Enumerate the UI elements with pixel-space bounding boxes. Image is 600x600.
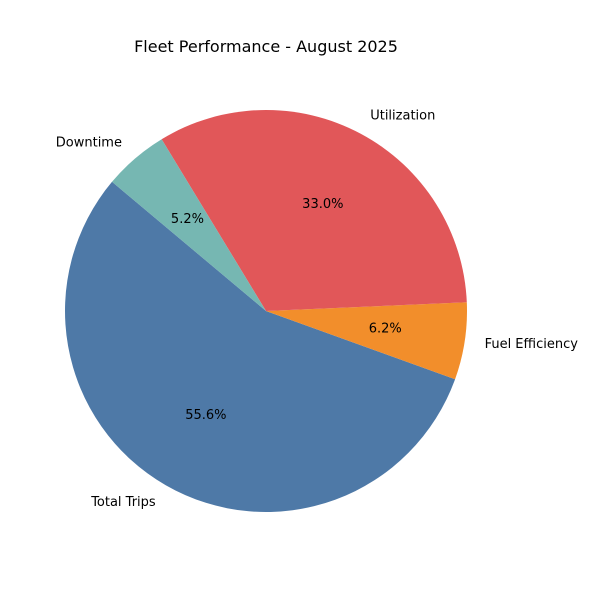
pie-slice-total-trips bbox=[64, 181, 456, 513]
pie-slice-utilization bbox=[161, 110, 467, 312]
slice-label-fuel-efficiency: Fuel Efficiency bbox=[485, 337, 579, 352]
slice-label-total-trips: Total Trips bbox=[90, 495, 156, 510]
pie-slice-fuel-efficiency bbox=[266, 302, 467, 380]
chart-title: Fleet Performance - August 2025 bbox=[134, 37, 398, 56]
slice-label-downtime: Downtime bbox=[56, 136, 122, 151]
slice-percent-downtime: 5.2% bbox=[171, 212, 204, 227]
pie-slice-downtime bbox=[112, 139, 266, 311]
pie-labels: Total Trips 55.6% Fuel Efficiency 6.2% Utili… bbox=[56, 108, 578, 510]
slice-label-utilization: Utilization bbox=[370, 108, 435, 123]
slice-percent-utilization: 33.0% bbox=[302, 197, 343, 212]
slice-percent-total-trips: 55.6% bbox=[185, 408, 226, 423]
pie-slices bbox=[64, 110, 467, 513]
slice-percent-fuel-efficiency: 6.2% bbox=[369, 322, 402, 337]
